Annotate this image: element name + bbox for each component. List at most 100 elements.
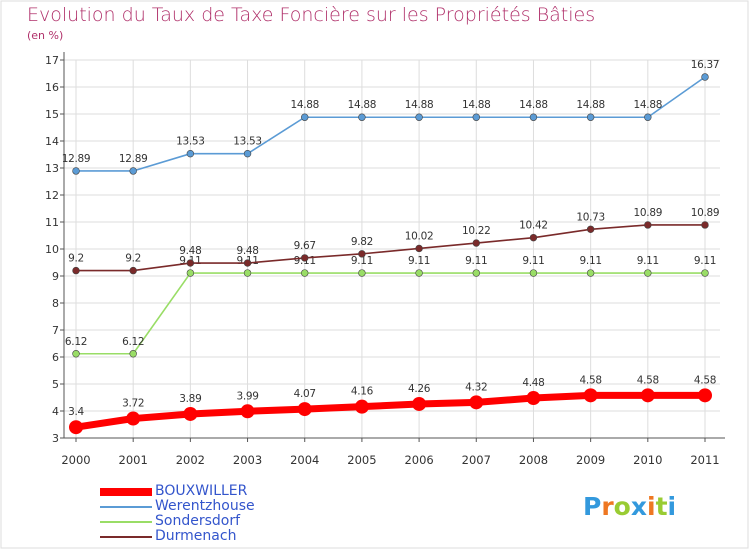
y-tick-label: 13 <box>45 162 59 175</box>
data-point <box>529 113 538 121</box>
logo-letter: t <box>655 492 668 521</box>
data-label: 9.11 <box>351 255 373 267</box>
data-label: 3.99 <box>236 390 258 402</box>
series-line-sondersdorf <box>76 272 705 355</box>
series-line-durmenach <box>76 224 705 272</box>
data-point <box>698 388 712 403</box>
data-label: 9.11 <box>637 255 659 267</box>
data-point <box>301 254 309 262</box>
data-point <box>529 233 538 242</box>
data-label: 3.72 <box>122 398 144 410</box>
y-tick-label: 5 <box>52 378 59 391</box>
data-point <box>586 225 595 233</box>
data-point <box>701 269 709 277</box>
y-tick-label: 6 <box>52 351 59 364</box>
logo-letter: i <box>667 492 677 521</box>
data-point <box>358 250 366 258</box>
data-point <box>301 113 309 121</box>
data-point <box>415 113 423 121</box>
y-tick-label: 8 <box>52 297 59 310</box>
legend-swatch <box>100 488 152 496</box>
legend-label: Sondersdorf <box>155 513 241 529</box>
data-label: 4.58 <box>580 374 602 386</box>
data-label: 6.12 <box>65 336 87 348</box>
data-label: 6.12 <box>122 336 144 348</box>
legend-label: Durmenach <box>155 528 237 544</box>
data-point <box>472 269 480 277</box>
y-tick-label: 16 <box>45 81 59 94</box>
y-tick-label: 14 <box>45 135 59 148</box>
data-label: 12.89 <box>62 153 91 165</box>
x-tick-label: 2006 <box>404 453 433 467</box>
y-tick-label: 4 <box>52 405 59 418</box>
data-point <box>358 113 366 121</box>
unit-label: (en %) <box>27 29 64 42</box>
data-point <box>186 149 195 158</box>
legend-swatch <box>100 536 152 538</box>
data-point <box>297 402 312 417</box>
logo-letter: r <box>601 492 614 521</box>
y-tick-label: 7 <box>52 324 59 337</box>
data-label: 9.11 <box>465 255 487 267</box>
data-label: 9.2 <box>125 253 141 265</box>
x-tick-label: 2007 <box>462 453 491 467</box>
series-line-werentzhouse <box>76 76 706 172</box>
data-label: 4.58 <box>637 374 659 386</box>
data-point <box>72 266 80 275</box>
y-tick-label: 3 <box>52 432 59 445</box>
data-point <box>129 266 137 275</box>
data-point <box>586 269 595 277</box>
data-point <box>415 269 423 277</box>
data-label: 14.88 <box>290 99 319 111</box>
x-tick-label: 2009 <box>576 453 605 467</box>
data-label: 9.11 <box>522 255 544 267</box>
data-label: 4.26 <box>408 383 431 395</box>
data-label: 13.53 <box>233 136 262 148</box>
data-label: 14.88 <box>519 99 548 111</box>
data-point <box>472 239 480 247</box>
data-point <box>240 404 255 419</box>
data-label: 4.58 <box>694 374 716 386</box>
data-label: 13.53 <box>176 136 205 148</box>
logo-letter: o <box>613 492 631 521</box>
data-label: 10.73 <box>576 211 605 223</box>
x-tick-label: 2010 <box>633 453 662 467</box>
data-point <box>72 350 80 358</box>
data-label: 9.2 <box>68 253 84 265</box>
proxiti-logo: Proxiti <box>583 492 676 521</box>
x-tick-label: 2011 <box>690 453 719 467</box>
data-point <box>243 269 252 277</box>
data-label: 9.48 <box>236 245 258 257</box>
data-label: 3.4 <box>68 406 84 418</box>
data-label: 9.11 <box>694 255 716 267</box>
data-label: 16.37 <box>691 59 720 71</box>
y-tick-label: 10 <box>45 243 59 256</box>
x-tick-label: 2000 <box>61 453 90 467</box>
data-point <box>701 221 709 229</box>
data-point <box>354 399 369 414</box>
data-point <box>186 259 195 267</box>
y-tick-label: 17 <box>45 54 59 67</box>
data-point <box>412 396 427 411</box>
data-label: 10.22 <box>462 225 491 237</box>
legend-label: BOUXWILLER <box>155 483 248 499</box>
y-tick-label: 15 <box>45 108 59 121</box>
x-tick-label: 2005 <box>347 453 376 467</box>
data-label: 14.88 <box>405 99 434 111</box>
chart-title: Evolution du Taux de Taxe Foncière sur l… <box>27 4 596 26</box>
data-point <box>126 411 141 426</box>
data-point <box>526 391 541 406</box>
data-label: 4.32 <box>465 381 487 393</box>
data-point <box>183 406 198 421</box>
logo-letter: P <box>583 492 602 521</box>
data-point <box>644 113 652 121</box>
data-label: 9.48 <box>179 245 201 257</box>
data-point <box>243 149 252 158</box>
data-point <box>129 350 137 358</box>
series-line-bouxwiller <box>75 391 705 431</box>
data-label: 4.07 <box>294 388 316 400</box>
data-label: 10.42 <box>519 220 548 232</box>
data-point <box>358 269 366 277</box>
